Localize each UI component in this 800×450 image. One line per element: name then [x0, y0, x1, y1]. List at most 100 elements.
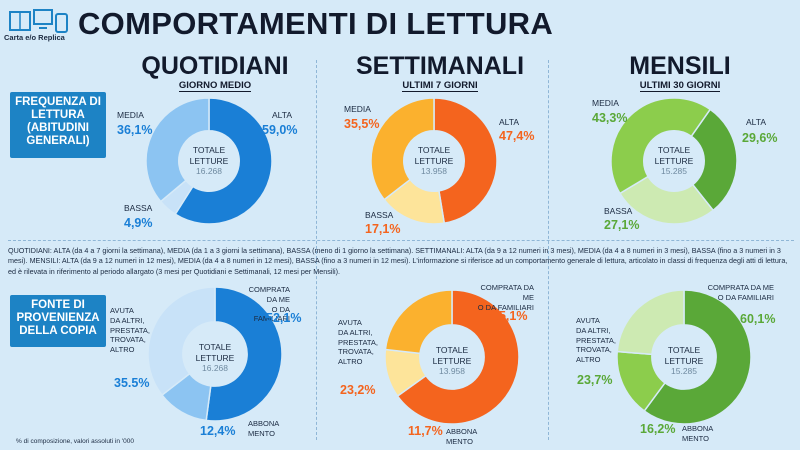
slice-label-line: O DA FAMILIARI [253, 304, 290, 324]
center-label-mensili: TOTALE LETTURE 15.285 [648, 145, 700, 177]
donut-chart-quotidiani-frequenza [145, 97, 273, 225]
slice-label-line: AVUTA [576, 316, 600, 325]
slice-label-line: DA ALTRI, [576, 325, 611, 335]
slice-label-line: O DA FAMILIARI [717, 292, 774, 302]
donut-hole [643, 130, 705, 192]
center-label-settimanali: TOTALE LETTURE 13.958 [408, 145, 460, 177]
donut-chart-mensili-frequenza [610, 97, 738, 225]
slice-label-bassa: BASSA [365, 210, 394, 220]
center-label-quotidiani: TOTALE LETTURE 16.268 [183, 145, 235, 177]
slice-value-alta: 47,4% [499, 129, 535, 143]
center-total: 16.268 [196, 166, 222, 177]
slice-value-bassa: 17,1% [365, 222, 401, 236]
slice-label-line: ABBONA [248, 419, 280, 428]
center-label-text: TOTALE LETTURE [654, 145, 694, 166]
slice-label-abbonamento: ABBONA MENTO [682, 424, 713, 444]
slice-label-line: AVUTA [338, 318, 362, 327]
slice-label-line: COMPRATA DA ME [248, 285, 290, 304]
slice-label-abbonamento: ABBONA MENTO [248, 419, 279, 439]
slice-value-media: 43,3% [592, 111, 628, 125]
slice-label-line: ALTRO [576, 355, 601, 364]
donut-hole [178, 130, 240, 192]
center-label-quotidiani-fonte: TOTALE LETTURE 16.268 [189, 342, 241, 374]
center-label-mensili-fonte: TOTALE LETTURE 15.285 [658, 345, 710, 377]
column-subtitle-quotidiani: GIORNO MEDIO [178, 80, 252, 92]
column-divider [548, 60, 549, 440]
slice-label-comprata: COMPRATA DA ME O DA FAMILIARI [702, 283, 774, 303]
donut-chart-settimanali-fonte [384, 289, 520, 425]
column-title-quotidiani: QUOTIDIANI [141, 52, 289, 80]
column-title-mensili: MENSILI [629, 52, 731, 80]
center-label-text: TOTALE LETTURE [414, 145, 454, 166]
donut-chart-mensili-fonte [616, 289, 752, 425]
column-subtitle-mensili: ULTIMI 30 GIORNI [639, 80, 721, 92]
slice-label-abbonamento: ABBONA MENTO [446, 427, 477, 447]
slice-label-line: PRESTATA, [576, 335, 617, 345]
donut-hole [182, 321, 248, 387]
slice-value-avuta: 23,2% [340, 383, 376, 397]
logo-text: Carta e/o Replica [4, 33, 65, 42]
slice-label-line: MENTO [248, 428, 275, 438]
slice-label-media: MEDIA [117, 110, 144, 120]
slice-label-media: MEDIA [592, 98, 619, 108]
slice-label-line: ABBONA [682, 424, 714, 433]
slice-value-bassa: 27,1% [604, 218, 640, 232]
slice-value-avuta: 35.5% [114, 376, 150, 390]
slice-label-line: TROVATA, [110, 335, 146, 345]
slice-label-line: COMPRATA DA ME [707, 283, 774, 292]
slice-label-line: PRESTATA, [110, 325, 151, 335]
slice-label-bassa: BASSA [604, 206, 633, 216]
slice-label-line: ABBONA [446, 427, 478, 436]
section-divider [8, 240, 794, 241]
slice-value-alta: 59,0% [262, 123, 298, 137]
donut-hole [651, 324, 717, 390]
slice-label-line: TROVATA, [338, 347, 374, 357]
center-total: 15.285 [671, 366, 697, 377]
section-label-source: FONTE DI PROVENIENZA DELLA COPIA [10, 295, 106, 347]
slice-label-line: O DA FAMILIARI [477, 302, 534, 312]
slice-label-alta: ALTA [746, 117, 766, 127]
slice-label-line: MENTO [682, 433, 709, 443]
slice-label-line: TROVATA, [576, 345, 612, 355]
footnote: % di composizione, valori assoluti in '0… [16, 438, 134, 445]
donut-hole [419, 324, 485, 390]
center-label-settimanali-fonte: TOTALE LETTURE 13.958 [426, 345, 478, 377]
slice-value-comprata: 52,1% [266, 311, 302, 325]
center-total: 13.958 [421, 166, 447, 177]
center-total: 15.285 [661, 166, 687, 177]
slice-label-avuta: AVUTA DA ALTRI, PRESTATA, TROVATA, ALTRO [576, 316, 616, 365]
slice-label-line: DA ALTRI, [338, 327, 373, 337]
slice-value-bassa: 4,9% [124, 216, 153, 230]
slice-label-line: AVUTA [110, 306, 134, 315]
slice-value-abbonamento: 11,7% [408, 424, 443, 438]
center-total: 13.958 [439, 366, 465, 377]
slice-value-media: 35,5% [344, 117, 380, 131]
center-label-text: TOTALE LETTURE [195, 342, 235, 363]
slice-value-avuta: 23,7% [577, 373, 613, 387]
slice-value-abbonamento: 16,2% [640, 422, 676, 436]
column-title-settimanali: SETTIMANALI [355, 52, 525, 80]
slice-label-line: DA ALTRI, [110, 315, 145, 325]
slice-label-line: PRESTATA, [338, 337, 379, 347]
slice-label-avuta: AVUTA DA ALTRI, PRESTATA, TROVATA, ALTRO [338, 318, 378, 367]
slice-label-line: MENTO [446, 436, 473, 446]
slice-label-alta: ALTA [272, 110, 292, 120]
slice-label-comprata: COMPRATA DA ME O DA FAMILIARI [244, 285, 290, 324]
center-label-text: TOTALE LETTURE [189, 145, 229, 166]
definitions-note: QUOTIDIANI: ALTA (da 4 a 7 giorni la set… [8, 246, 788, 276]
column-subtitle-settimanali: ULTIMI 7 GIORNI [402, 80, 478, 92]
slice-label-line: COMPRATA DA ME [480, 283, 534, 302]
slice-value-comprata: 60,1% [740, 312, 776, 326]
slice-label-line: ALTRO [110, 345, 135, 354]
donut-hole [403, 130, 465, 192]
center-total: 16.268 [202, 363, 228, 374]
center-label-text: TOTALE LETTURE [432, 345, 472, 366]
slice-label-comprata: COMPRATA DA ME O DA FAMILIARI [470, 283, 534, 312]
slice-value-abbonamento: 12,4% [200, 424, 236, 438]
donut-chart-quotidiani-fonte [147, 286, 283, 422]
page-title: COMPORTAMENTI DI LETTURA [78, 6, 554, 41]
slice-label-bassa: BASSA [124, 203, 153, 213]
slice-label-media: MEDIA [344, 104, 371, 114]
column-divider [316, 60, 317, 440]
center-label-text: TOTALE LETTURE [664, 345, 704, 366]
